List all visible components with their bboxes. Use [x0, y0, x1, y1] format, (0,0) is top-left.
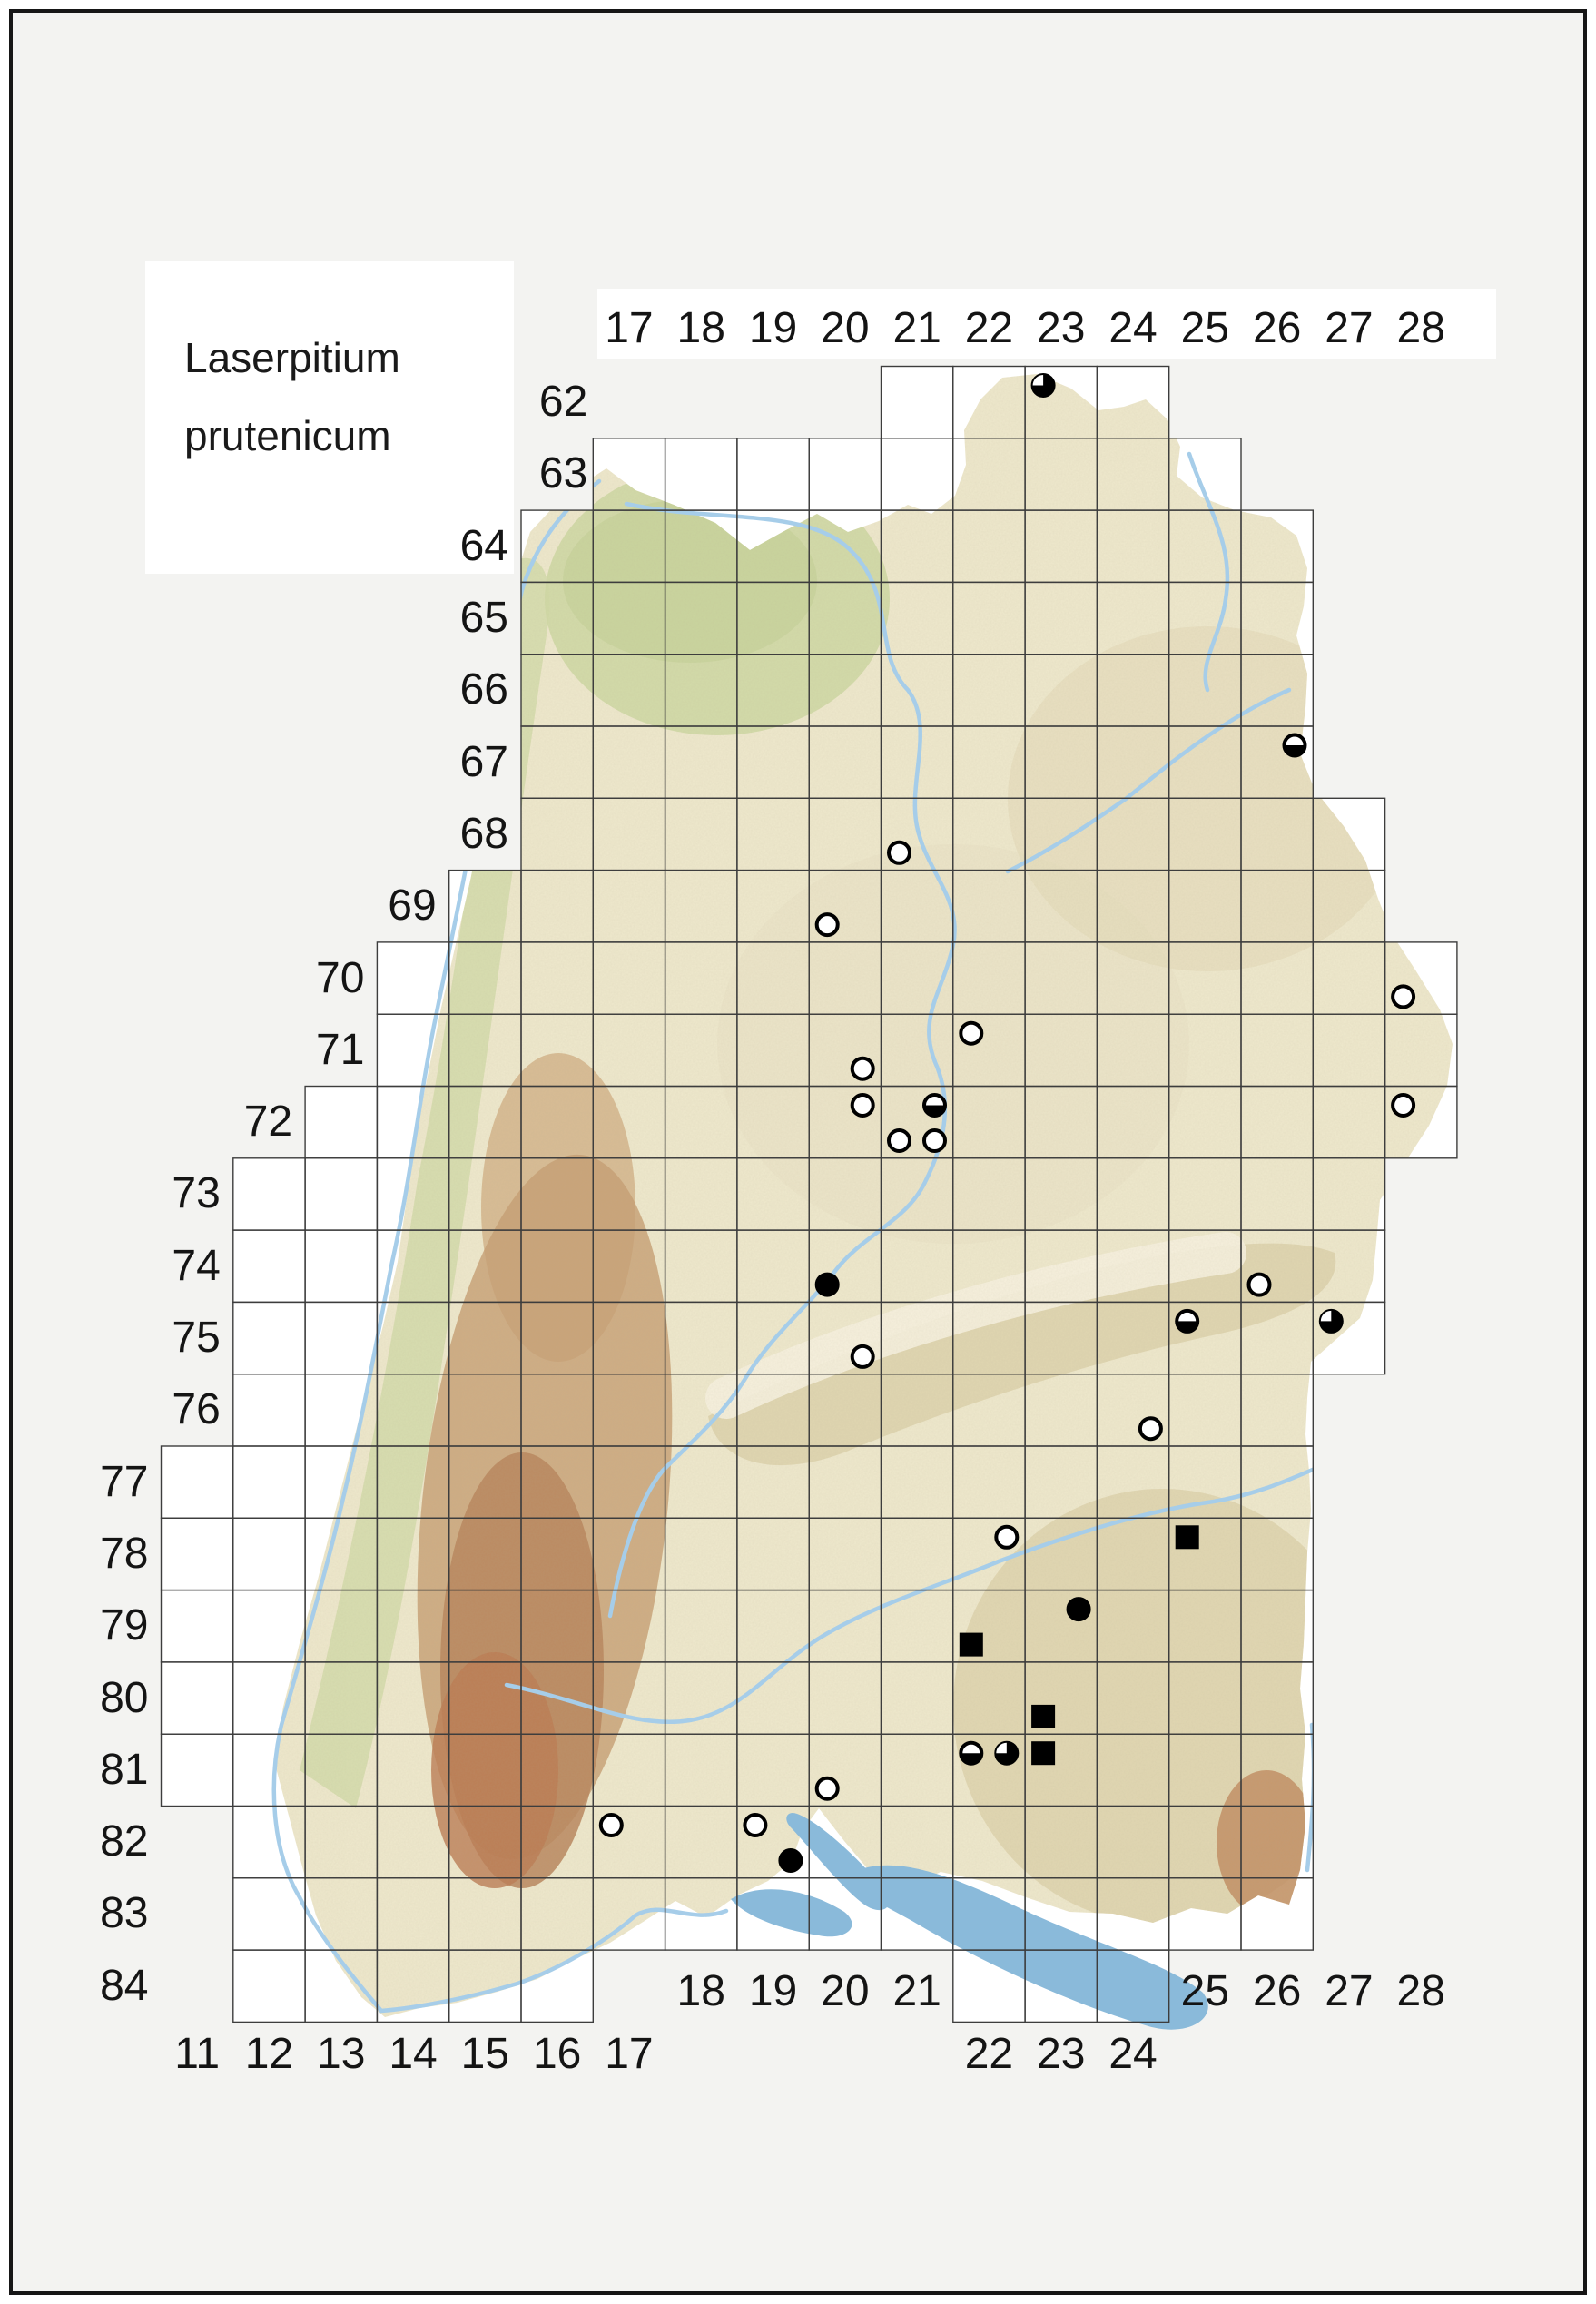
top-axis-strip [597, 289, 1496, 359]
marker-half_filled_circle [959, 1740, 984, 1766]
bottom-axis-label-21: 21 [892, 1967, 941, 2015]
top-axis-label-24: 24 [1108, 304, 1158, 352]
marker-open_circle [887, 840, 911, 865]
left-axis-label-79: 79 [100, 1601, 149, 1650]
marker-open_circle [743, 1813, 768, 1837]
marker-half_filled_circle [1282, 733, 1307, 758]
marker-filled_circle [814, 1272, 840, 1297]
left-axis-label-72: 72 [243, 1098, 293, 1147]
marker-half_filled_circle [1175, 1308, 1200, 1334]
left-axis-label-80: 80 [100, 1673, 149, 1722]
bottom-axis-label-19: 19 [748, 1967, 798, 2015]
marker-open_circle [814, 912, 840, 938]
left-axis-label-64: 64 [459, 521, 508, 570]
left-axis-label-75: 75 [172, 1314, 221, 1363]
marker-filled_circle [1066, 1597, 1091, 1622]
bottom-axis-label-27: 27 [1325, 1967, 1374, 2015]
top-axis-label-28: 28 [1396, 304, 1445, 352]
left-axis-label-81: 81 [100, 1745, 149, 1794]
top-axis-label-17: 17 [605, 304, 654, 352]
bottom-axis-label-22: 22 [964, 2030, 1014, 2078]
bottom-axis-label-12: 12 [244, 2030, 294, 2078]
marker-open_circle [959, 1020, 984, 1046]
marker-open_circle [994, 1524, 1020, 1550]
marker-open_circle [850, 1344, 875, 1369]
bottom-axis-label-28: 28 [1396, 1967, 1445, 2015]
left-axis-label-70: 70 [316, 953, 365, 1002]
marker-open_circle [922, 1128, 947, 1153]
top-axis-label-22: 22 [964, 304, 1014, 352]
record-markers [598, 373, 1416, 1873]
top-axis-label-20: 20 [821, 304, 870, 352]
top-axis-label-19: 19 [748, 304, 798, 352]
marker-filled_square [1031, 1704, 1056, 1728]
bottom-axis-label-11: 11 [174, 2030, 221, 2078]
bottom-axis-label-23: 23 [1037, 2030, 1086, 2078]
bottom-axis-label-26: 26 [1252, 1967, 1302, 2015]
species-title-epithet: prutenicum [184, 412, 391, 459]
marker-filled_square [1175, 1525, 1199, 1550]
marker-open_circle [814, 1776, 840, 1801]
marker-open_circle [1391, 1093, 1416, 1118]
title-box [145, 261, 514, 574]
marker-filled_square [1031, 1741, 1056, 1766]
left-axis-label-77: 77 [100, 1457, 149, 1506]
left-axis-label-66: 66 [459, 665, 508, 714]
lake-bodensee [731, 1812, 1208, 2030]
left-axis-label-62: 62 [538, 378, 588, 427]
bottom-axis-label-18: 18 [676, 1967, 725, 2015]
marker-three_quarter_circle [1030, 373, 1056, 398]
left-axis-label-73: 73 [172, 1169, 221, 1218]
top-axis-label-18: 18 [676, 304, 725, 352]
marker-open_circle [887, 1128, 911, 1153]
bottom-axis-label-24: 24 [1108, 2030, 1158, 2078]
bottom-axis-label-17: 17 [605, 2030, 654, 2078]
top-axis-label-23: 23 [1037, 304, 1086, 352]
left-axis-label-71: 71 [316, 1025, 365, 1074]
marker-three_quarter_circle [1318, 1308, 1344, 1334]
left-axis-label-84: 84 [100, 1961, 149, 2010]
bottom-axis-label-25: 25 [1180, 1967, 1230, 2015]
species-title-genus: Laserpitium [184, 334, 400, 381]
left-axis-label-76: 76 [172, 1385, 221, 1434]
left-axis-label-83: 83 [100, 1889, 149, 1938]
left-axis-label-67: 67 [459, 737, 508, 786]
left-axis-label-68: 68 [459, 809, 508, 858]
marker-three_quarter_circle [994, 1740, 1020, 1766]
marker-open_circle [1138, 1416, 1163, 1442]
left-axis-label-65: 65 [459, 594, 508, 643]
bottom-axis-label-15: 15 [460, 2030, 510, 2078]
top-axis-label-21: 21 [892, 304, 941, 352]
left-axis-label-82: 82 [100, 1817, 149, 1866]
marker-open_circle [1246, 1272, 1272, 1297]
marker-open_circle [598, 1813, 624, 1837]
left-axis-label-74: 74 [172, 1241, 221, 1290]
top-axis-label-26: 26 [1252, 304, 1302, 352]
bottom-axis-label-16: 16 [532, 2030, 582, 2078]
marker-half_filled_circle [922, 1093, 947, 1118]
left-axis-label-78: 78 [100, 1529, 149, 1578]
top-axis-label-25: 25 [1180, 304, 1230, 352]
top-axis-label-27: 27 [1325, 304, 1374, 352]
marker-open_circle [850, 1056, 875, 1081]
left-axis-label-69: 69 [388, 881, 437, 930]
marker-filled_square [959, 1632, 983, 1657]
left-axis-label-63: 63 [538, 449, 588, 498]
bottom-axis-label-20: 20 [821, 1967, 870, 2015]
marker-open_circle [1391, 984, 1416, 1009]
marker-filled_circle [778, 1848, 803, 1873]
bottom-axis-label-14: 14 [389, 2030, 438, 2078]
bottom-axis-label-13: 13 [317, 2030, 366, 2078]
marker-open_circle [850, 1093, 875, 1118]
grid-lines [160, 365, 1458, 2023]
